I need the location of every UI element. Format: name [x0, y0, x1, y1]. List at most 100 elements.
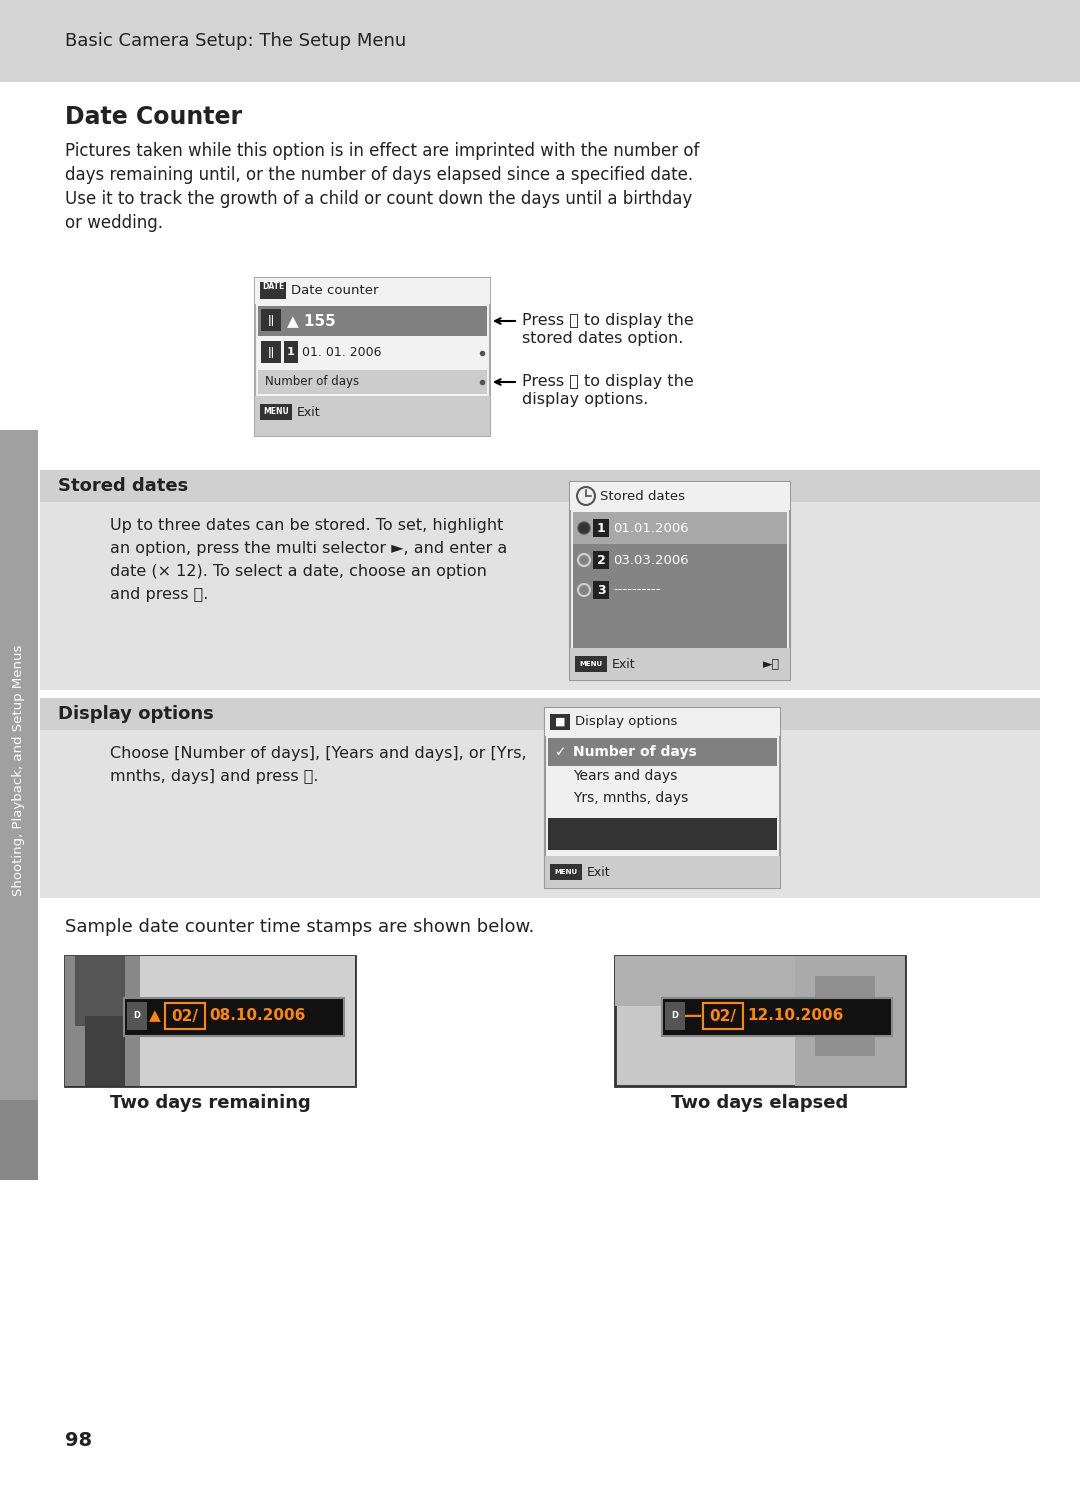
Text: Exit: Exit [297, 406, 321, 419]
Text: 3: 3 [596, 584, 605, 596]
Text: Press ⒪ to display the: Press ⒪ to display the [522, 314, 693, 328]
Bar [665, 1002, 685, 1030]
Bar [593, 519, 609, 536]
Bar [258, 370, 487, 394]
Bar [593, 551, 609, 569]
Bar [795, 955, 905, 1086]
Bar [40, 698, 1040, 730]
Bar [662, 999, 892, 1036]
Text: Sample date counter time stamps are shown below.: Sample date counter time stamps are show… [65, 918, 535, 936]
Text: ----------: ---------- [613, 584, 661, 596]
Bar [140, 955, 355, 1086]
Bar [261, 309, 281, 331]
Bar [124, 999, 345, 1036]
Bar [258, 306, 487, 336]
Text: and press ⒪.: and press ⒪. [110, 587, 208, 602]
Bar [165, 1003, 205, 1028]
Text: 03.03.2006: 03.03.2006 [613, 553, 689, 566]
Text: Basic Camera Setup: The Setup Menu: Basic Camera Setup: The Setup Menu [65, 33, 406, 51]
Text: Number of days: Number of days [573, 744, 697, 759]
Text: Date Counter: Date Counter [65, 106, 242, 129]
Bar [548, 817, 777, 850]
Text: Choose [Number of days], [Years and days], or [Yrs,: Choose [Number of days], [Years and days… [110, 746, 527, 761]
Text: Exit: Exit [612, 657, 636, 670]
Text: Press ⒪ to display the: Press ⒪ to display the [522, 374, 693, 389]
Bar [550, 863, 582, 880]
Text: display options.: display options. [522, 392, 648, 407]
Text: 08.10.2006: 08.10.2006 [210, 1009, 306, 1024]
Bar [124, 999, 345, 1036]
Text: D: D [672, 1012, 678, 1021]
Bar [615, 955, 905, 1006]
Text: Up to three dates can be stored. To set, highlight: Up to three dates can be stored. To set,… [110, 519, 503, 533]
Bar [75, 955, 125, 1025]
Circle shape [578, 522, 590, 533]
Bar [255, 395, 490, 435]
Text: Years and days: Years and days [573, 768, 677, 783]
Bar [40, 698, 1040, 898]
Text: Date counter: Date counter [291, 284, 378, 297]
Text: 02/: 02/ [710, 1009, 737, 1024]
Text: ✓: ✓ [555, 744, 567, 759]
Text: DATE: DATE [261, 282, 284, 291]
Text: Use it to track the growth of a child or count down the days until a birthday: Use it to track the growth of a child or… [65, 190, 692, 208]
Text: 2: 2 [596, 553, 606, 566]
Bar [545, 856, 780, 889]
Bar [258, 337, 487, 369]
Bar [548, 739, 777, 765]
Bar [575, 655, 607, 672]
Text: Stored dates: Stored dates [600, 489, 685, 502]
Bar [662, 999, 892, 1036]
Text: date (× 12). To select a date, choose an option: date (× 12). To select a date, choose an… [110, 565, 487, 580]
Bar [0, 429, 38, 1110]
Text: 1: 1 [287, 348, 295, 357]
Bar [0, 0, 1080, 82]
Text: D: D [134, 1012, 140, 1021]
Text: MENU: MENU [554, 869, 578, 875]
Text: an option, press the multi selector ►, and enter a: an option, press the multi selector ►, a… [110, 541, 508, 556]
Bar [815, 976, 875, 1057]
Text: MENU: MENU [580, 661, 603, 667]
Text: ►⒪: ►⒪ [764, 657, 781, 670]
Text: Two days remaining: Two days remaining [110, 1094, 310, 1112]
Bar [255, 278, 490, 435]
Bar [593, 581, 609, 599]
Bar [570, 648, 789, 681]
Text: 01. 01. 2006: 01. 01. 2006 [302, 346, 381, 358]
Text: Exit: Exit [588, 865, 610, 878]
Bar [570, 481, 789, 681]
Text: stored dates option.: stored dates option. [522, 331, 684, 346]
Text: mnths, days] and press ⒪.: mnths, days] and press ⒪. [110, 768, 319, 785]
Bar [573, 513, 787, 649]
Bar [261, 340, 281, 363]
Text: Yrs, mnths, days: Yrs, mnths, days [573, 791, 688, 805]
Bar [284, 340, 298, 363]
Bar [127, 1002, 147, 1030]
Text: 12.10.2006: 12.10.2006 [747, 1009, 843, 1024]
Bar [545, 707, 780, 889]
Bar [65, 955, 140, 1086]
Text: Number of days: Number of days [265, 376, 360, 388]
Text: ▲: ▲ [149, 1009, 161, 1024]
Text: or wedding.: or wedding. [65, 214, 163, 232]
Text: 02/: 02/ [172, 1009, 199, 1024]
Bar [255, 278, 490, 305]
Text: Display options: Display options [575, 715, 677, 728]
Text: Display options: Display options [58, 704, 214, 724]
Text: 01.01.2006: 01.01.2006 [613, 522, 689, 535]
Text: —: — [684, 1008, 702, 1025]
Bar [573, 513, 787, 544]
Bar [260, 404, 292, 421]
Text: Stored dates: Stored dates [58, 477, 188, 495]
Bar [40, 470, 1040, 502]
Bar [545, 707, 780, 736]
Text: Pictures taken while this option is in effect are imprinted with the number of: Pictures taken while this option is in e… [65, 143, 700, 160]
Bar [0, 1100, 38, 1180]
Text: ▲ 155: ▲ 155 [287, 314, 336, 328]
Text: 98: 98 [65, 1431, 92, 1450]
Bar [85, 1016, 125, 1086]
Text: ||: || [268, 346, 274, 358]
Text: MENU: MENU [264, 407, 288, 416]
Bar [615, 955, 905, 1086]
Bar [65, 955, 355, 1086]
